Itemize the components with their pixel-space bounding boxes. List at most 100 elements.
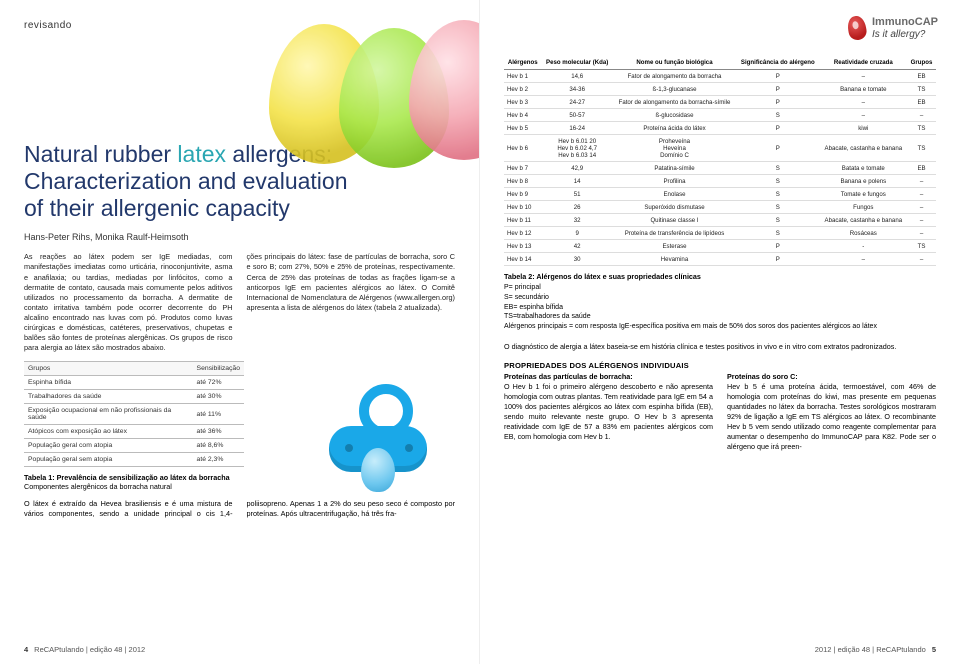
footer-text-right: 2012 | edição 48 | ReCAPtulando <box>815 645 926 654</box>
table2-legend: P= principal S= secundário EB= espinha b… <box>504 283 936 332</box>
table1-row: Atópicos com exposição ao látexaté 36% <box>24 425 244 439</box>
table2-cell: – <box>820 96 907 109</box>
table1-cell: Atópicos com exposição ao látex <box>24 425 193 439</box>
table2-cell: P <box>736 122 820 135</box>
props-title: PROPRIEDADES DOS ALÉRGENOS INDIVIDUAIS <box>504 361 936 370</box>
blood-drop-icon <box>846 15 868 42</box>
table2-cell: Hev b 14 <box>504 253 541 266</box>
table2-cell: P <box>736 83 820 96</box>
properties-columns: Proteínas das partículas de borracha:O H… <box>504 372 936 452</box>
table2-cell: 51 <box>541 188 612 201</box>
t2h4: Reatividade cruzada <box>820 56 907 70</box>
authors: Hans-Peter Rihs, Monika Raulf-Heimsoth <box>24 232 455 242</box>
title-part1: Natural rubber <box>24 141 177 167</box>
table2-cell: kiwi <box>820 122 907 135</box>
col1: Proteínas das partículas de borracha:O H… <box>504 372 713 442</box>
table1-wrap: Grupos Sensibilização Espinha bífidaaté … <box>24 361 244 491</box>
page-spread: revisando Natural rubber latex allergens… <box>0 0 960 664</box>
table2-cell: Superóxido dismutase <box>613 201 736 214</box>
table2-row: Hev b 450-57ß-glucosidaseS–– <box>504 109 936 122</box>
table2-cell: 14 <box>541 175 612 188</box>
table2-cell: P <box>736 96 820 109</box>
col1-body: O Hev b 1 foi o primeiro alérgeno descob… <box>504 382 713 441</box>
table2-cell: S <box>736 214 820 227</box>
table2-cell: – <box>820 253 907 266</box>
table2-body: Hev b 114,6Fator de alongamento da borra… <box>504 70 936 266</box>
table1-cell: População geral sem atopia <box>24 453 193 467</box>
table2-cell: Fungos <box>820 201 907 214</box>
table2-row: Hev b 6Hev b 6.01 20 Hev b 6.02 4,7 Hev … <box>504 135 936 162</box>
table1-cell: População geral com atopia <box>24 439 193 453</box>
table2-cell: ß-1,3-glucanase <box>613 83 736 96</box>
table2-row: Hev b 1430HevaminaP–– <box>504 253 936 266</box>
table2-row: Hev b 1132Quitinase classe ISAbacate, ca… <box>504 214 936 227</box>
table2-row: Hev b 234-36ß-1,3-glucanasePBanana e tom… <box>504 83 936 96</box>
table2-cell: TS <box>907 240 936 253</box>
table2-cell: P <box>736 70 820 83</box>
brand-logo: ImmunoCAP Is it allergy? <box>848 16 938 40</box>
table2-cell: Abacate, castanha e banana <box>820 135 907 162</box>
table1-row: Trabalhadores da saúdeaté 30% <box>24 390 244 404</box>
table2-cell: – <box>907 214 936 227</box>
lower-para-text: O látex é extraído da Hevea brasiliensis… <box>24 499 455 518</box>
table2-cell: Hev b 10 <box>504 201 541 214</box>
table2-cell: TS <box>907 122 936 135</box>
title-latex: latex <box>177 141 226 167</box>
footer-left: 4 ReCAPtulando | edição 48 | 2012 <box>24 645 145 654</box>
table2-cell: Hev b 5 <box>504 122 541 135</box>
table2-cell: S <box>736 109 820 122</box>
table2-cell: 32 <box>541 214 612 227</box>
table2-cell: ß-glucosidase <box>613 109 736 122</box>
table2-cell: 14,6 <box>541 70 612 83</box>
table2-cell: S <box>736 162 820 175</box>
table2-cell: Fator de alongamento da borracha-símile <box>613 96 736 109</box>
table2-caption: Tabela 2: Alérgenos do látex e suas prop… <box>504 272 936 281</box>
footer-text-left: ReCAPtulando | edição 48 | 2012 <box>34 645 145 654</box>
table2-cell: S <box>736 175 820 188</box>
page-num-right: 5 <box>932 645 936 654</box>
table1-cell: até 30% <box>193 390 244 404</box>
table2-row: Hev b 114,6Fator de alongamento da borra… <box>504 70 936 83</box>
table2-cell: S <box>736 188 820 201</box>
table2-cell: Quitinase classe I <box>613 214 736 227</box>
table1-cell: até 11% <box>193 404 244 425</box>
table1-cell: até 2,3% <box>193 453 244 467</box>
table2-cell: Abacate, castanha e banana <box>820 214 907 227</box>
table2-row: Hev b 324-27Fator de alongamento da borr… <box>504 96 936 109</box>
table1-cell: até 72% <box>193 376 244 390</box>
table2-row: Hev b 951EnolaseSTomate e fungos– <box>504 188 936 201</box>
col2-body: Hev b 5 é uma proteína ácida, termoestáv… <box>727 382 936 451</box>
table1-cell: até 8,6% <box>193 439 244 453</box>
table2-row: Hev b 516-24Proteína ácida do látexPkiwi… <box>504 122 936 135</box>
lower-para: O látex é extraído da Hevea brasiliensis… <box>24 499 455 522</box>
pacifier-nipple <box>361 448 395 492</box>
table2-header-row: Alérgenos Peso molecular (Kda) Nome ou f… <box>504 56 936 70</box>
brand-name: ImmunoCAP <box>872 16 938 28</box>
table2-cell: – <box>907 253 936 266</box>
table2-cell: – <box>820 70 907 83</box>
lower-columns: O látex é extraído da Hevea brasiliensis… <box>24 499 455 522</box>
table1-caption: Tabela 1: Prevalência de sensibilização … <box>24 473 244 482</box>
table1-cell: Trabalhadores da saúde <box>24 390 193 404</box>
body-para-2: ções principais do látex: fase de partíc… <box>247 252 456 312</box>
table1-row: População geral sem atopiaaté 2,3% <box>24 453 244 467</box>
table2-cell: Hev b 9 <box>504 188 541 201</box>
diagnosis-note: O diagnóstico de alergia a látex baseia-… <box>504 342 936 351</box>
table2-cell: Hev b 8 <box>504 175 541 188</box>
table2-cell: Hev b 4 <box>504 109 541 122</box>
diagnosis-text: O diagnóstico de alergia a látex baseia-… <box>504 342 896 351</box>
page-right: ImmunoCAP Is it allergy? Alérgenos Peso … <box>480 0 960 664</box>
table2-cell: 30 <box>541 253 612 266</box>
table2-cell: Proteína de transferência de lipídeos <box>613 227 736 240</box>
brand-text: ImmunoCAP Is it allergy? <box>872 16 938 39</box>
table2-cell: P <box>736 253 820 266</box>
body-para-1: As reações ao látex podem ser IgE mediad… <box>24 252 233 353</box>
table1-cell: Espinha bífida <box>24 376 193 390</box>
table2-cell: Batata e tomate <box>820 162 907 175</box>
table2-cell: – <box>820 109 907 122</box>
table2-cell: – <box>907 175 936 188</box>
table2-cell: 50-57 <box>541 109 612 122</box>
table2-cell: 9 <box>541 227 612 240</box>
t2h1: Peso molecular (Kda) <box>541 56 612 70</box>
table1: Grupos Sensibilização Espinha bífidaaté … <box>24 361 244 467</box>
